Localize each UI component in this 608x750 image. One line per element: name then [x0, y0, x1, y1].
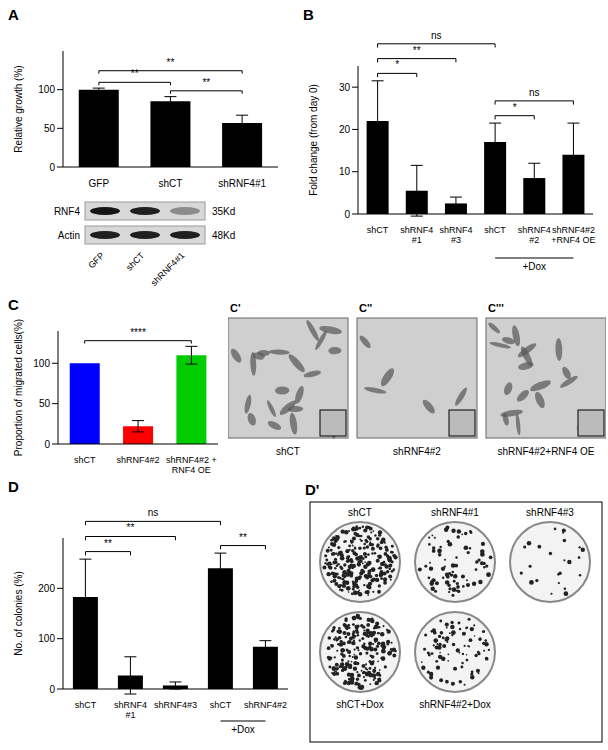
- svg-text:shRNF4#1: shRNF4#1: [114, 700, 147, 720]
- svg-text:0: 0: [44, 439, 50, 450]
- svg-text:C'': C'': [359, 302, 373, 314]
- svg-text:shCT: shCT: [484, 225, 506, 235]
- svg-text:RNF4: RNF4: [54, 206, 81, 217]
- svg-text:**: **: [167, 57, 175, 68]
- svg-text:**: **: [239, 532, 247, 543]
- svg-text:*: *: [513, 102, 517, 113]
- svg-text:50: 50: [39, 398, 51, 409]
- svg-text:shRNF4#1: shRNF4#1: [149, 250, 186, 287]
- svg-text:shCT: shCT: [276, 446, 300, 457]
- svg-text:+Dox: +Dox: [522, 261, 546, 272]
- svg-text:100: 100: [38, 84, 55, 95]
- svg-text:GFP: GFP: [86, 250, 106, 270]
- svg-text:shCT: shCT: [159, 178, 183, 189]
- svg-text:shRNF4#2+RNF4 OE: shRNF4#2+RNF4 OE: [551, 225, 595, 245]
- svg-text:+Dox: +Dox: [231, 724, 255, 735]
- svg-text:Relative growth (%): Relative growth (%): [13, 65, 24, 152]
- svg-text:Actin: Actin: [58, 230, 80, 241]
- svg-text:shRNF4#2: shRNF4#2: [518, 225, 551, 245]
- html-text:D: D: [8, 478, 19, 495]
- svg-text:GFP: GFP: [89, 178, 110, 189]
- svg-text:ns: ns: [529, 87, 540, 98]
- html-text:B: B: [303, 6, 314, 23]
- svg-text:ns: ns: [148, 507, 159, 518]
- svg-text:shRNF4#3: shRNF4#3: [526, 507, 574, 518]
- svg-text:50: 50: [44, 123, 56, 134]
- svg-text:shCT+Dox: shCT+Dox: [336, 699, 384, 710]
- html-text:C: C: [8, 296, 19, 313]
- svg-text:C''': C''': [488, 302, 504, 314]
- svg-text:shRNF4#2: shRNF4#2: [116, 455, 159, 465]
- svg-text:*: *: [395, 59, 399, 70]
- svg-text:0: 0: [344, 209, 350, 220]
- svg-text:Fold change (from day 0): Fold change (from day 0): [308, 84, 319, 196]
- svg-text:shCT: shCT: [210, 700, 232, 710]
- svg-text:shRNF4#1: shRNF4#1: [431, 507, 479, 518]
- svg-text:shCT: shCT: [367, 225, 389, 235]
- svg-text:****: ****: [130, 327, 146, 338]
- svg-text:shRNF4#3: shRNF4#3: [154, 700, 197, 710]
- svg-text:shRNF4#2: shRNF4#2: [244, 700, 287, 710]
- svg-text:shRNF4#2: shRNF4#2: [393, 446, 441, 457]
- svg-text:No. of colonies (%): No. of colonies (%): [13, 571, 24, 655]
- html-text:A: A: [8, 6, 19, 23]
- svg-text:**: **: [127, 522, 135, 533]
- svg-text:ns: ns: [431, 30, 442, 41]
- svg-text:48Kd: 48Kd: [212, 230, 235, 241]
- svg-text:200: 200: [38, 583, 55, 594]
- svg-text:Proportion of migrated cells(%: Proportion of migrated cells(%): [13, 319, 24, 456]
- svg-text:D': D': [305, 481, 319, 498]
- svg-text:shCT: shCT: [348, 507, 372, 518]
- svg-text:0: 0: [49, 684, 55, 695]
- svg-text:shRNF4#1: shRNF4#1: [400, 225, 433, 245]
- svg-text:shRNF4#2+RNF4 OE: shRNF4#2+RNF4 OE: [498, 446, 595, 457]
- svg-text:shRNF4#1: shRNF4#1: [218, 178, 266, 189]
- svg-text:shRNF4#2 +RNF4 OE: shRNF4#2 +RNF4 OE: [166, 455, 217, 475]
- svg-text:shRNF4#2+Dox: shRNF4#2+Dox: [419, 699, 490, 710]
- svg-text:10: 10: [339, 166, 351, 177]
- svg-text:30: 30: [339, 82, 351, 93]
- svg-text:0: 0: [49, 162, 55, 173]
- svg-text:shCT: shCT: [124, 250, 147, 273]
- svg-text:**: **: [413, 45, 421, 56]
- svg-text:100: 100: [33, 358, 50, 369]
- svg-text:shCT: shCT: [75, 700, 97, 710]
- svg-text:35Kd: 35Kd: [212, 206, 235, 217]
- svg-text:20: 20: [339, 124, 351, 135]
- svg-text:**: **: [131, 68, 139, 79]
- svg-text:**: **: [202, 77, 210, 88]
- svg-text:100: 100: [38, 633, 55, 644]
- svg-text:C': C': [230, 302, 241, 314]
- svg-text:shCT: shCT: [74, 455, 96, 465]
- svg-text:**: **: [104, 538, 112, 549]
- svg-text:shRNF4#3: shRNF4#3: [439, 225, 472, 245]
